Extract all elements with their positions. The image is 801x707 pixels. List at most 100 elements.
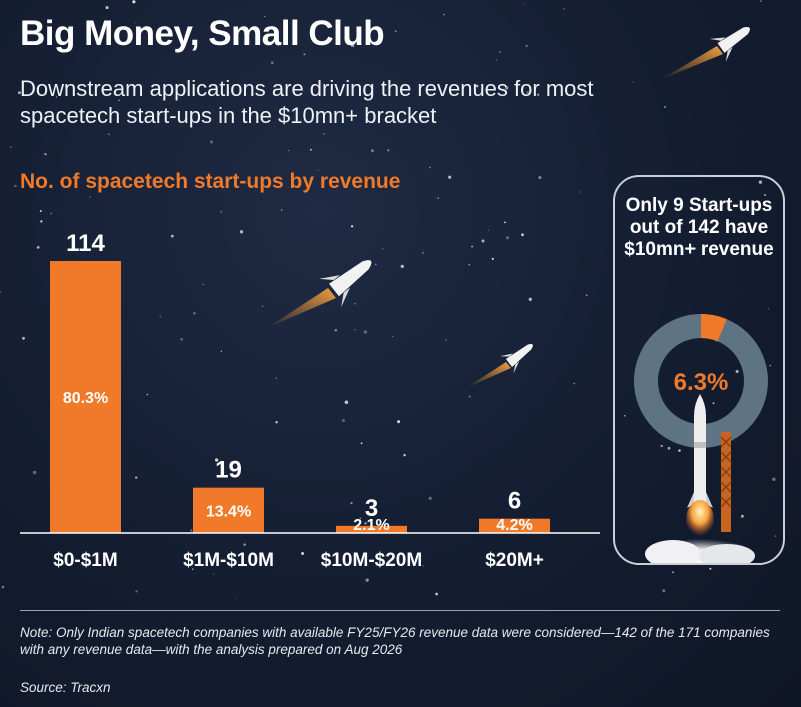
page-title: Big Money, Small Club [20, 14, 385, 53]
bar-percent-label: 4.2% [496, 517, 532, 534]
star [0, 291, 2, 294]
star [1, 585, 5, 589]
source-note: Source: Tracxn [20, 680, 111, 695]
star [632, 81, 634, 83]
callout-text: Only 9 Start-ups out of 142 have $10mn+ … [624, 195, 774, 260]
category-label: $10M-$20M [321, 550, 422, 571]
bar-chart: 114 80.3% $0-$1M 19 13.4% $1M-$10M 32.1% $10M-$… [20, 230, 600, 571]
star [363, 330, 368, 334]
star [504, 221, 506, 224]
chart-title: No. of spacetech start-ups by revenue [20, 170, 401, 193]
star [678, 449, 681, 452]
star [759, 0, 762, 3]
star [354, 303, 356, 305]
star [526, 91, 530, 94]
star [202, 283, 204, 286]
star [214, 458, 219, 462]
star [193, 311, 196, 315]
star [148, 181, 150, 183]
bar-value-label: 19 [215, 457, 242, 484]
star [40, 220, 43, 223]
star [118, 99, 120, 102]
star [275, 420, 278, 424]
star [400, 264, 404, 269]
star [475, 84, 479, 88]
star [498, 50, 501, 53]
star [422, 565, 424, 567]
bar-percent-label: 2.1% [353, 517, 389, 534]
star [180, 338, 183, 341]
star [89, 196, 91, 198]
star [573, 382, 576, 385]
star [374, 263, 377, 266]
star [239, 230, 244, 234]
star [491, 257, 494, 260]
star [14, 184, 17, 188]
bar-percent-label: 13.4% [206, 503, 251, 520]
star [146, 393, 149, 396]
star [495, 59, 497, 61]
star [132, 0, 136, 4]
category-label: $0-$1M [53, 550, 117, 571]
star [660, 444, 663, 448]
star [667, 446, 671, 450]
bar [193, 487, 264, 533]
star [323, 132, 326, 135]
rocket-icon [660, 27, 750, 80]
donut-slice [634, 314, 768, 448]
star [370, 149, 374, 153]
star [709, 567, 712, 570]
star [664, 106, 666, 108]
star [422, 252, 424, 254]
star [435, 592, 438, 596]
star [443, 13, 446, 16]
callout-panel: Only 9 Start-ups out of 142 have $10mn+ … [613, 175, 785, 565]
star [64, 85, 67, 87]
footer-divider [20, 610, 780, 611]
star [262, 305, 264, 307]
star [735, 369, 739, 374]
star [275, 377, 278, 379]
star [429, 166, 431, 169]
star [342, 419, 345, 422]
star [318, 169, 319, 171]
category-label: $20M+ [485, 550, 544, 571]
star [44, 152, 47, 156]
star [235, 598, 237, 600]
rocket-icon [466, 343, 533, 388]
star [712, 402, 715, 405]
rocket-icon [267, 260, 372, 328]
star [392, 335, 394, 338]
star [220, 350, 223, 352]
star [437, 197, 439, 199]
star [468, 264, 470, 266]
star [481, 239, 485, 243]
star [301, 552, 305, 555]
star [382, 248, 384, 250]
star [36, 246, 40, 249]
star [22, 336, 25, 340]
star [523, 4, 525, 6]
bar-value-label: 3 [365, 495, 378, 522]
bar [336, 525, 407, 533]
star [445, 339, 447, 341]
star [471, 245, 473, 248]
star [107, 133, 110, 136]
star [134, 21, 136, 24]
star [772, 477, 776, 481]
star [394, 30, 397, 33]
star [359, 517, 362, 520]
star [309, 148, 312, 151]
star [740, 514, 744, 518]
star [350, 43, 355, 48]
star [580, 191, 582, 193]
star [159, 315, 162, 318]
star [468, 395, 471, 398]
star [243, 543, 246, 546]
bar [479, 518, 550, 533]
star [10, 146, 12, 148]
star [624, 415, 626, 417]
star [360, 442, 363, 445]
star [170, 234, 174, 238]
